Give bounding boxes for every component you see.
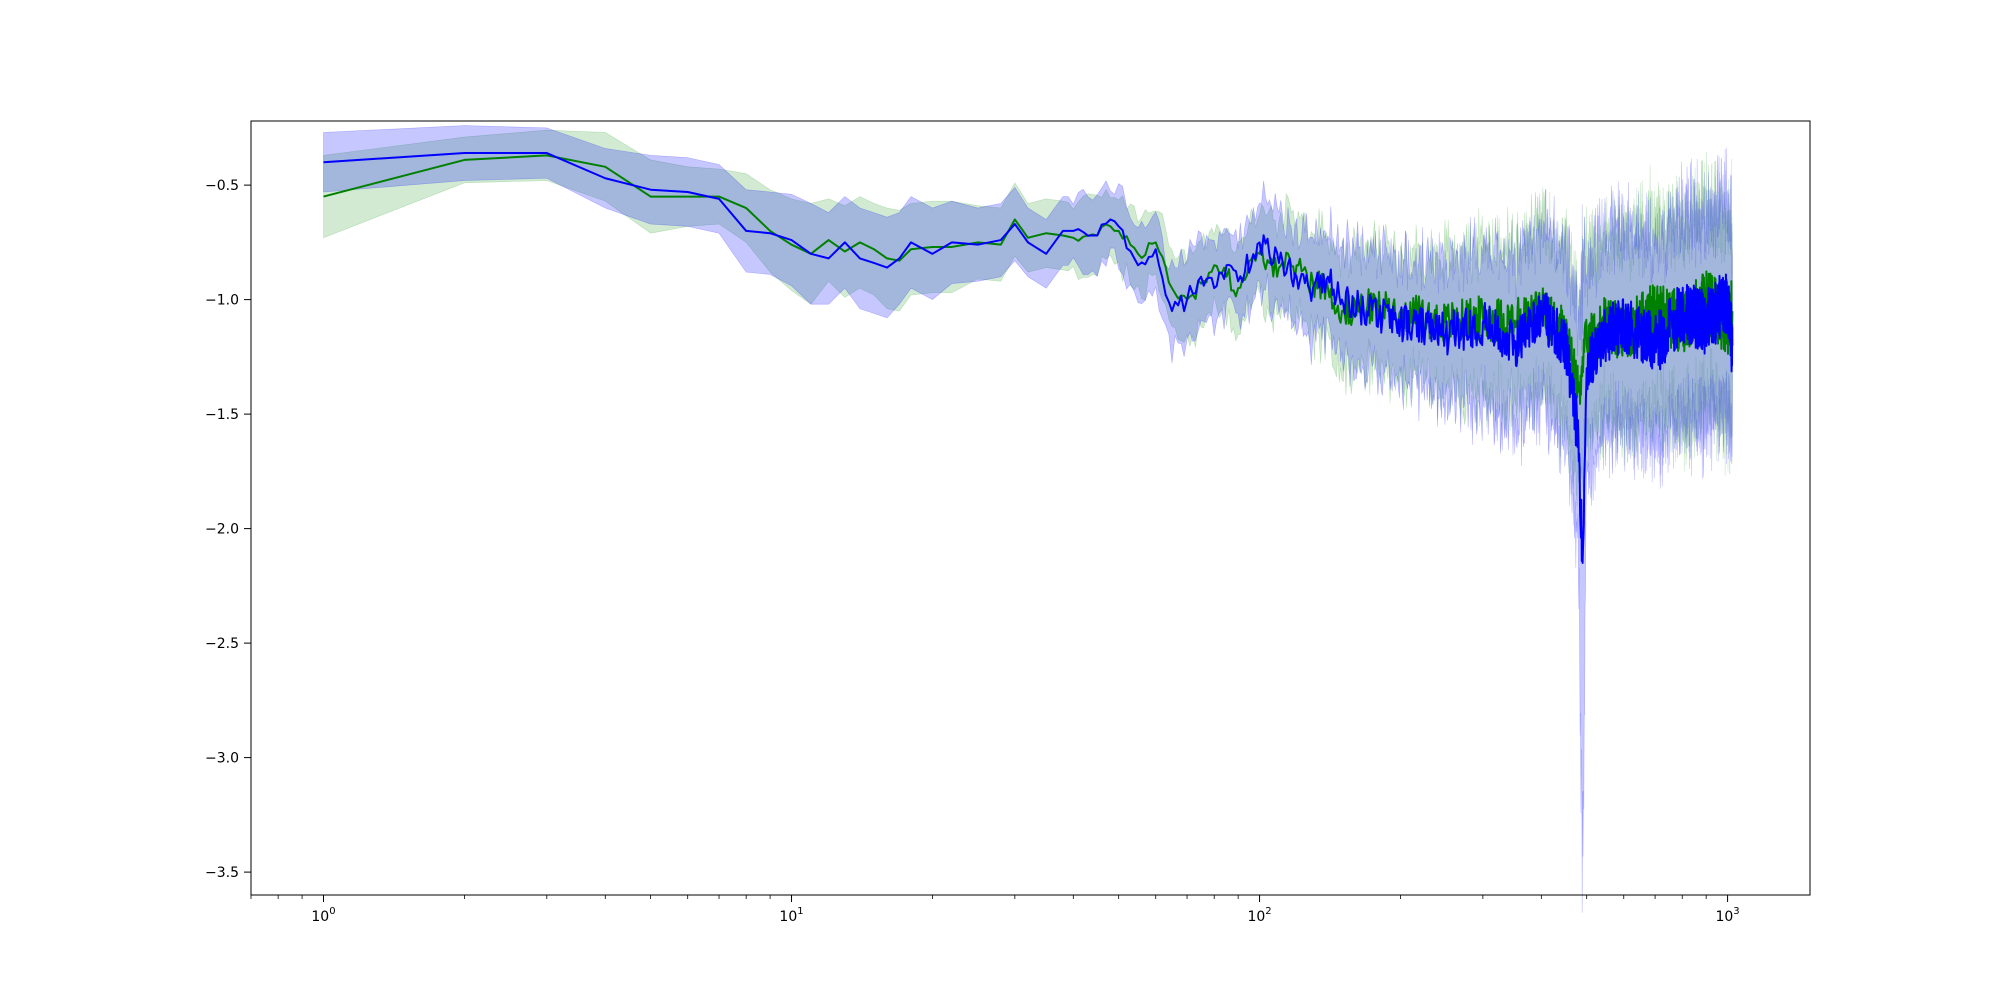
x-axis: 100 101 102 103 bbox=[250, 895, 1740, 925]
x-tick-label: 100 bbox=[311, 906, 335, 925]
y-axis: −0.5 −1.0 −1.5 −2.0 −2.5 −3.0 −3.5 bbox=[205, 178, 251, 881]
x-tick-label: 103 bbox=[1715, 906, 1739, 925]
y-tick-label: −0.5 bbox=[205, 178, 239, 194]
x-tick-label: 101 bbox=[779, 906, 803, 925]
plot-lines bbox=[323, 152, 1734, 564]
series-0-band bbox=[323, 129, 1733, 507]
series-1-line bbox=[323, 152, 1734, 564]
y-tick-label: −3.5 bbox=[205, 865, 239, 881]
y-tick-label: −3.0 bbox=[205, 751, 239, 767]
y-tick-label: −1.5 bbox=[205, 407, 239, 423]
y-tick-label: −2.0 bbox=[205, 522, 239, 538]
x-tick-label: 102 bbox=[1247, 906, 1271, 925]
y-tick-label: −2.5 bbox=[205, 636, 239, 652]
y-tick-label: −1.0 bbox=[205, 293, 239, 309]
plot-frame bbox=[250, 120, 1811, 896]
